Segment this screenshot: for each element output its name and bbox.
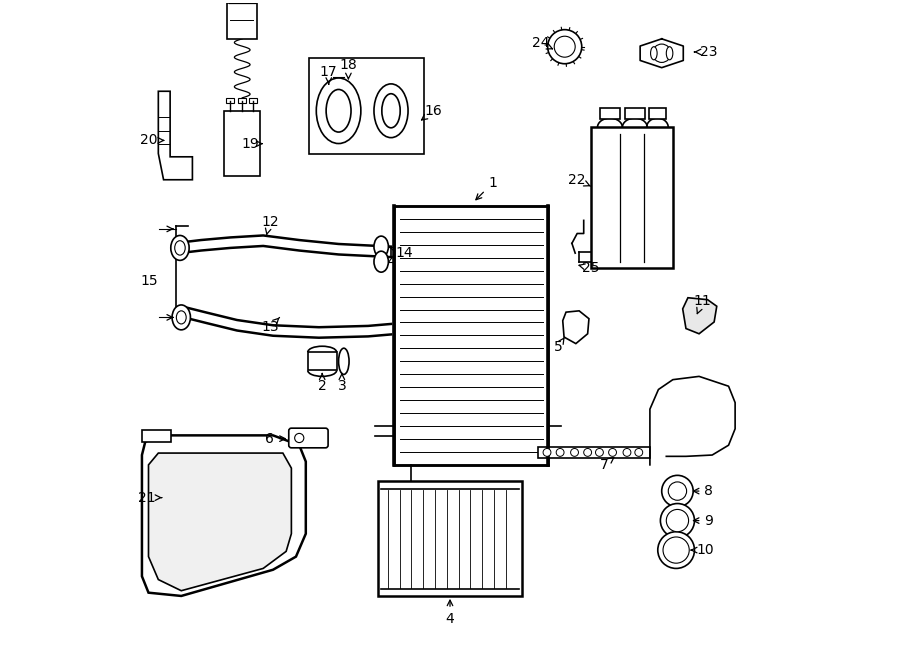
Bar	[378, 481, 522, 596]
Bar	[625, 108, 644, 120]
Text: 9: 9	[693, 514, 714, 527]
Text: 1: 1	[476, 176, 497, 200]
Text: 21: 21	[139, 490, 162, 504]
Bar	[308, 352, 337, 370]
Ellipse shape	[374, 236, 389, 257]
Bar	[309, 58, 424, 153]
Ellipse shape	[382, 94, 400, 128]
Text: 13: 13	[261, 317, 280, 334]
Bar	[248, 98, 256, 103]
FancyBboxPatch shape	[289, 428, 328, 447]
Text: 17: 17	[320, 65, 338, 84]
Circle shape	[623, 448, 631, 456]
Circle shape	[662, 475, 693, 507]
Circle shape	[548, 30, 581, 63]
Bar	[394, 206, 548, 465]
Ellipse shape	[172, 305, 191, 330]
Bar	[649, 108, 666, 120]
Text: 7: 7	[599, 457, 614, 472]
Bar	[538, 447, 650, 458]
Text: 11: 11	[694, 294, 711, 314]
Polygon shape	[148, 453, 292, 591]
Circle shape	[584, 448, 591, 456]
Bar	[600, 108, 620, 120]
Circle shape	[543, 448, 551, 456]
Text: 4: 4	[446, 600, 454, 626]
Ellipse shape	[374, 251, 389, 272]
Text: 20: 20	[140, 134, 164, 147]
Circle shape	[608, 448, 617, 456]
Ellipse shape	[666, 47, 673, 59]
Polygon shape	[142, 436, 306, 596]
Text: 12: 12	[261, 215, 279, 235]
Text: 6: 6	[266, 432, 285, 446]
Circle shape	[596, 448, 603, 456]
Bar	[227, 3, 256, 39]
Bar	[227, 98, 234, 103]
Circle shape	[661, 504, 695, 537]
Ellipse shape	[175, 241, 185, 255]
Text: 15: 15	[140, 274, 158, 288]
Text: 23: 23	[695, 45, 717, 59]
Text: 10: 10	[691, 543, 715, 557]
Polygon shape	[683, 297, 716, 334]
Text: 19: 19	[241, 137, 262, 151]
Circle shape	[666, 510, 688, 531]
Ellipse shape	[176, 311, 186, 324]
Circle shape	[663, 537, 689, 563]
Circle shape	[294, 434, 304, 443]
Text: 25: 25	[579, 261, 599, 275]
Ellipse shape	[316, 78, 361, 143]
Bar	[142, 430, 171, 442]
Ellipse shape	[338, 348, 349, 374]
Circle shape	[554, 36, 575, 58]
Ellipse shape	[326, 89, 351, 132]
Text: 16: 16	[421, 104, 443, 120]
Ellipse shape	[651, 47, 657, 59]
Text: 5: 5	[554, 337, 564, 354]
Polygon shape	[562, 311, 589, 344]
Bar	[238, 98, 246, 103]
Polygon shape	[158, 91, 193, 180]
Circle shape	[658, 531, 695, 568]
Text: 14: 14	[395, 246, 412, 260]
Ellipse shape	[374, 84, 408, 137]
Circle shape	[652, 44, 670, 62]
Text: 3: 3	[338, 373, 346, 393]
Circle shape	[556, 448, 564, 456]
Circle shape	[669, 482, 687, 500]
Circle shape	[571, 448, 579, 456]
Bar	[224, 111, 260, 176]
Text: 8: 8	[693, 484, 714, 498]
Text: 22: 22	[568, 173, 590, 187]
Text: 2: 2	[318, 373, 327, 393]
Text: 18: 18	[339, 58, 357, 79]
Ellipse shape	[171, 235, 189, 260]
Circle shape	[634, 448, 643, 456]
Bar	[591, 128, 673, 268]
Text: 24: 24	[532, 36, 553, 50]
